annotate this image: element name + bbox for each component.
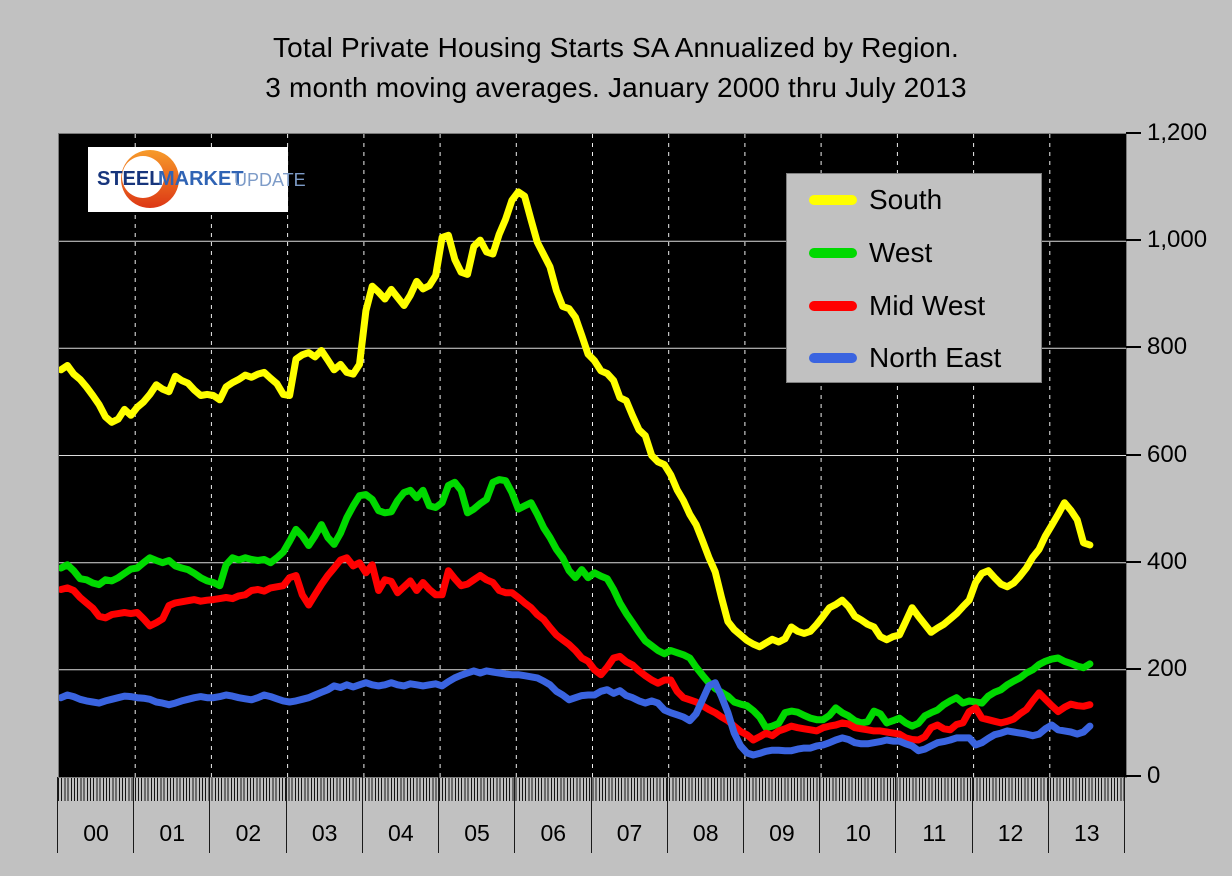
x-axis-year-label: 12 [997, 820, 1024, 846]
legend-label: South [869, 184, 943, 215]
series-line-south [59, 188, 1094, 651]
x-axis-year-label: 11 [922, 820, 947, 846]
year-separator [209, 777, 211, 853]
y-axis-tick [1126, 775, 1141, 777]
legend-item-north-east: North East [787, 337, 1001, 379]
legend: South West Mid West North East [786, 173, 1042, 383]
year-separator [590, 777, 592, 853]
y-axis-tick [1126, 453, 1141, 456]
legend-label: Mid West [869, 289, 986, 321]
y-axis-tick [1126, 346, 1141, 349]
x-axis-year-label: 13 [1073, 820, 1100, 846]
x-axis-year-label: 05 [464, 820, 490, 846]
y-axis-label: 0 [1147, 762, 1161, 789]
legend-label: West [869, 236, 933, 268]
chart-title: Total Private Housing Starts SA Annualiz… [0, 28, 1232, 108]
series-line-mid-west [59, 554, 1094, 744]
x-axis-year-label: 00 [83, 820, 109, 846]
legend-label: North East [869, 342, 1002, 374]
legend-swatch [809, 195, 857, 205]
year-separator [1124, 777, 1125, 853]
x-axis-year-label: 03 [311, 820, 338, 846]
chart-lines-svg [59, 134, 1126, 777]
legend-item-west: West [787, 232, 932, 274]
x-axis-year-label: 10 [845, 820, 871, 846]
y-axis-tick [1126, 239, 1141, 242]
legend-swatch [809, 353, 857, 364]
series-line-west [59, 476, 1094, 732]
x-axis-year-label: 06 [540, 820, 567, 846]
year-separator [666, 777, 668, 853]
chart-title-line2: 3 month moving averages. January 2000 th… [265, 72, 967, 103]
year-separator [133, 777, 135, 853]
x-axis-year-label: 01 [159, 820, 185, 846]
x-axis-year-label: 07 [616, 820, 643, 846]
year-separator [438, 777, 440, 853]
legend-item-mid-west: Mid West [787, 285, 985, 327]
legend-swatch [809, 300, 857, 311]
logo-text-update: UPDATE [234, 170, 306, 190]
x-axis-year-label: 08 [692, 820, 719, 846]
y-axis-tick [1126, 667, 1141, 670]
chart-title-line1: Total Private Housing Starts SA Annualiz… [272, 32, 960, 63]
year-separator [1047, 777, 1049, 853]
year-separator [895, 777, 897, 853]
y-axis-label: 1,000 [1147, 226, 1208, 254]
series-line-north-east [59, 667, 1094, 759]
y-axis-label: 1,200 [1147, 119, 1208, 146]
year-separator [57, 777, 58, 853]
year-separator [514, 777, 516, 853]
year-separator [285, 777, 287, 853]
y-axis-label: 400 [1147, 547, 1188, 575]
x-axis-year-label: 09 [769, 820, 795, 846]
y-axis-label: 600 [1147, 440, 1188, 468]
y-axis-label: 800 [1147, 333, 1188, 361]
steel-market-update-logo: STEEL MARKET UPDATE [88, 147, 306, 212]
logo-crescent-icon [121, 150, 180, 208]
legend-swatch [809, 247, 857, 258]
year-separator [971, 777, 973, 853]
y-axis-label: 200 [1147, 654, 1188, 682]
year-separator [819, 777, 821, 853]
y-axis-tick [1126, 560, 1141, 563]
x-axis-year-label: 04 [388, 820, 414, 846]
year-separator [742, 777, 744, 853]
plot-area: STEEL MARKET UPDATE South West Mid West Nor… [58, 133, 1127, 778]
logo-text-market: MARKET [158, 168, 244, 190]
year-separator [361, 777, 363, 853]
legend-item-south: South [787, 179, 942, 221]
x-axis-minor-ticks [58, 778, 1126, 801]
y-axis-tick [1126, 132, 1141, 134]
logo-text-steel: STEEL [97, 168, 162, 190]
x-axis-year-label: 02 [235, 820, 262, 846]
